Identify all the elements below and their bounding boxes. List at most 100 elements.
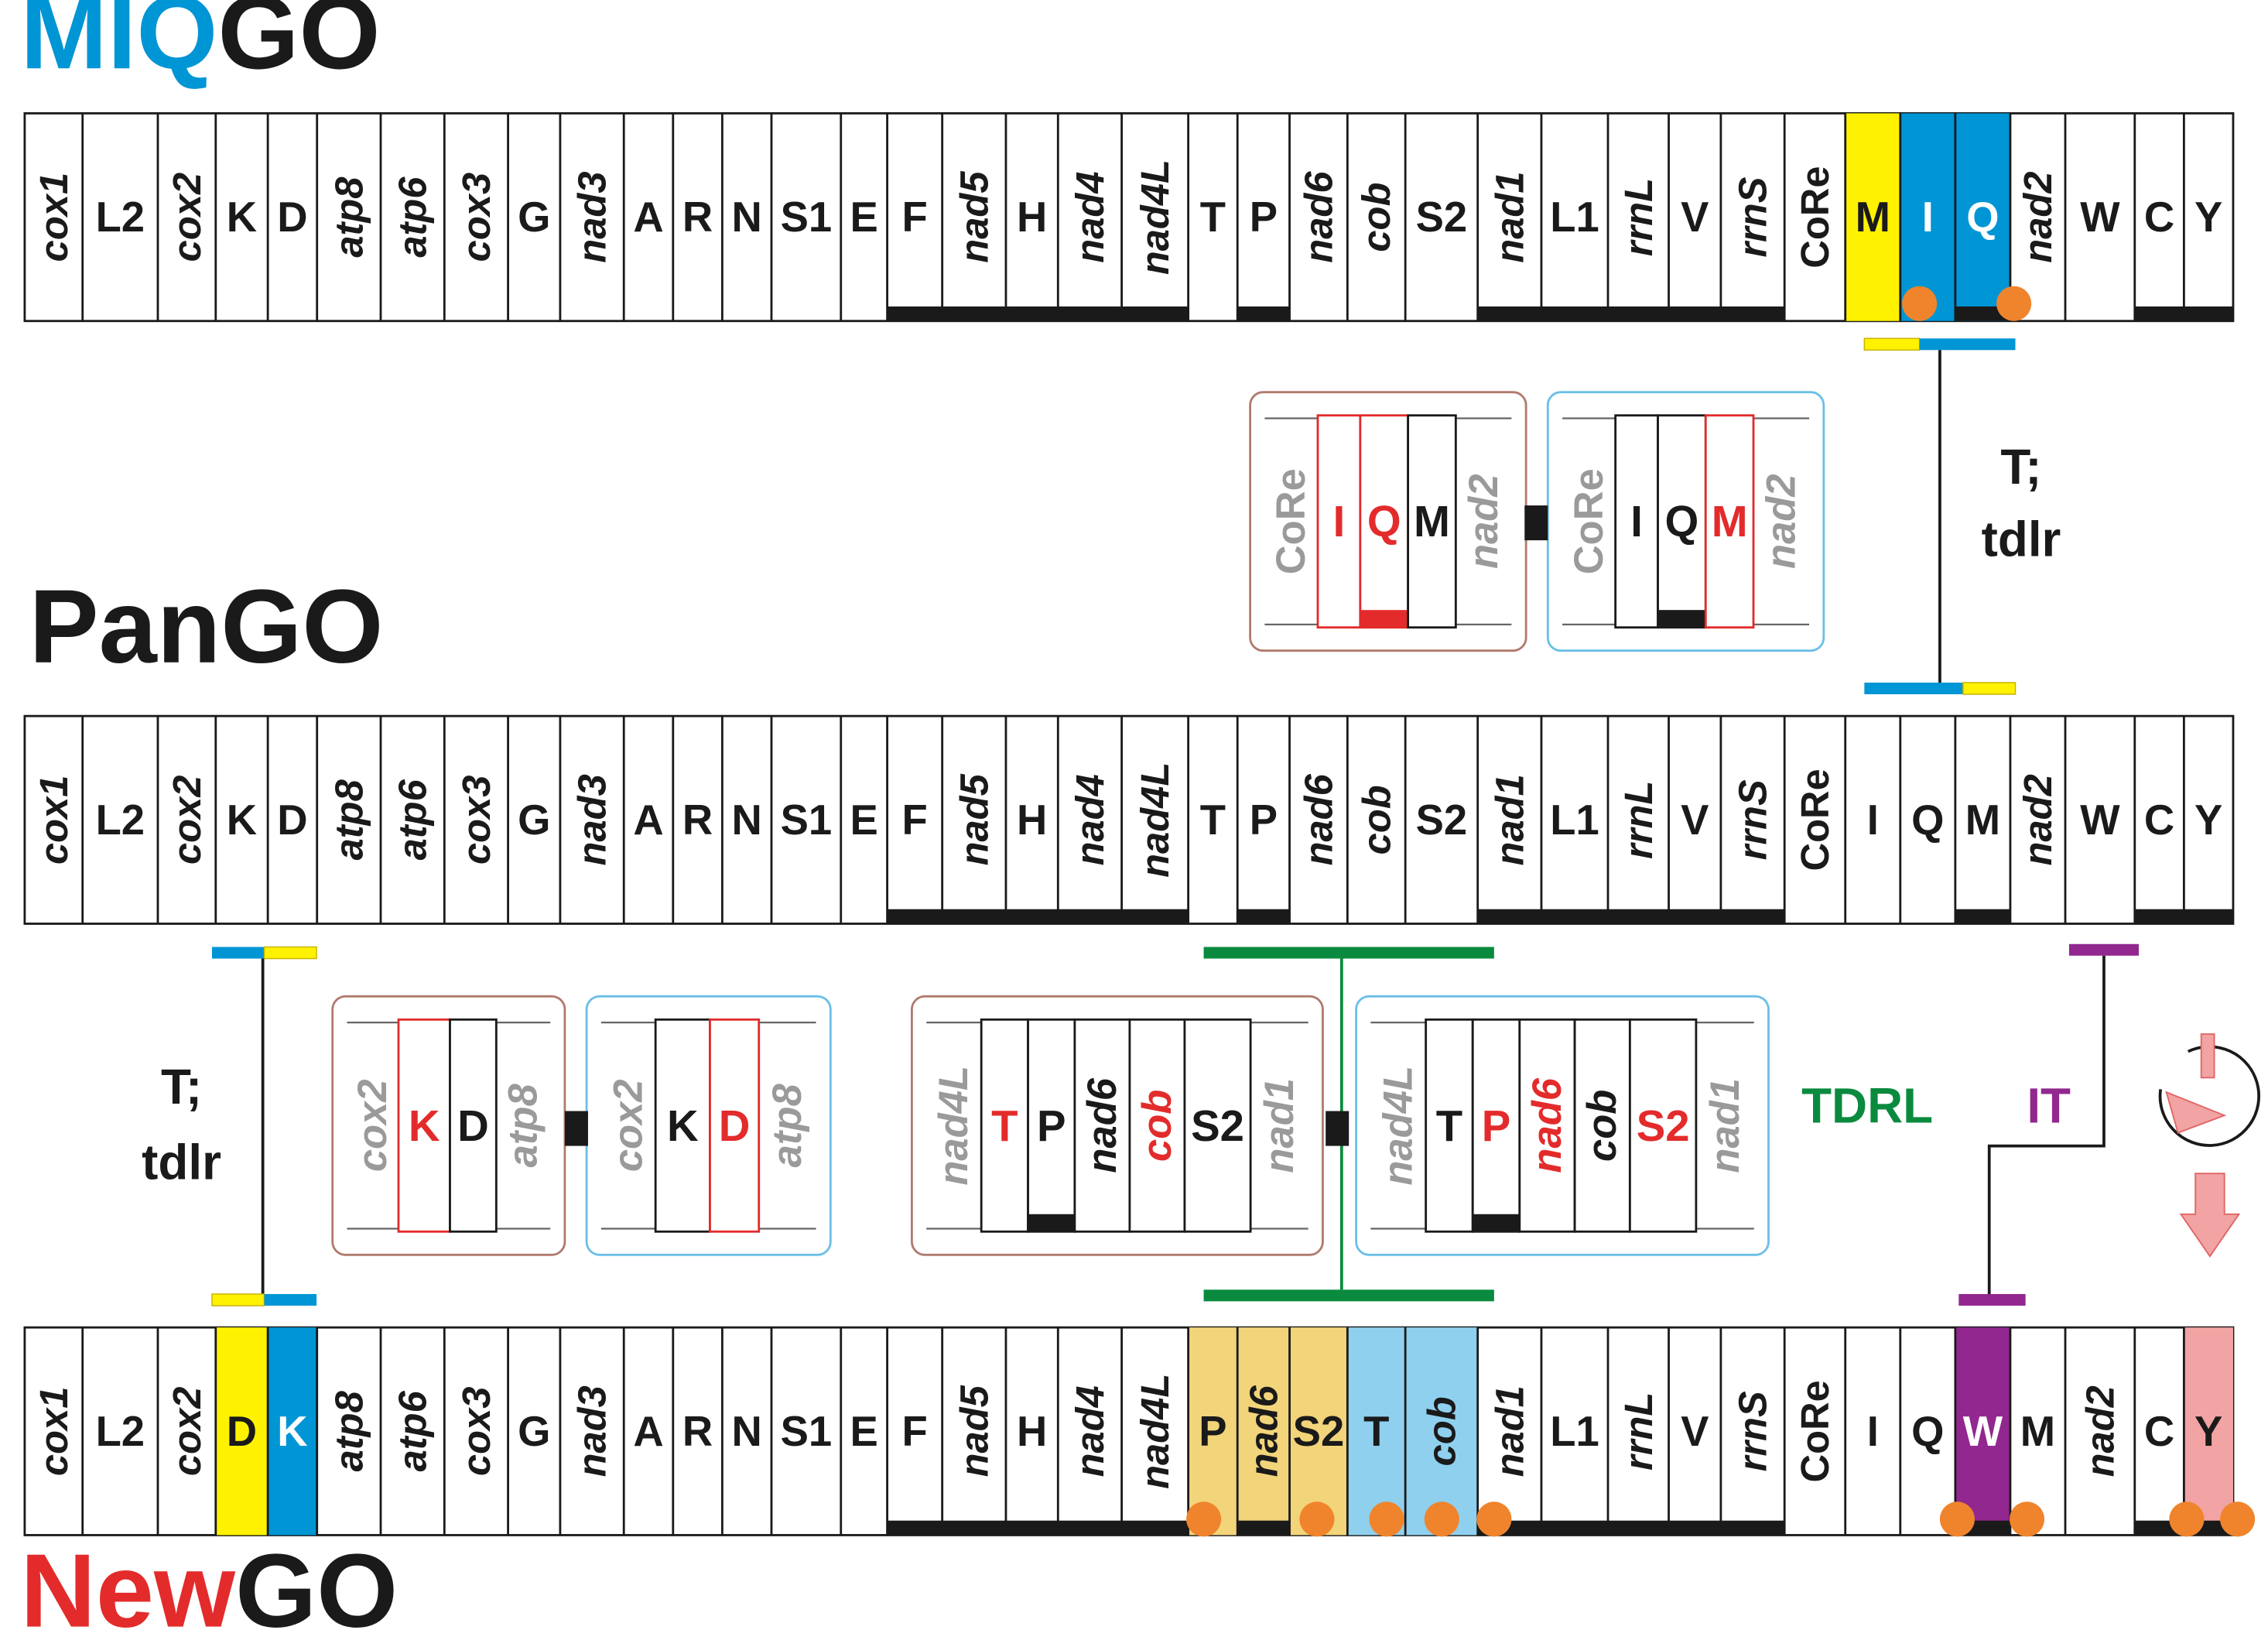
- inset-gene-box: [1027, 1018, 1076, 1233]
- newgo-gene-nad1: nad1: [1476, 1327, 1541, 1536]
- inset-gene-label: K: [667, 1101, 699, 1150]
- pango-gene-G: G: [507, 716, 550, 924]
- gene-label: nad6: [1296, 171, 1340, 263]
- inset-gene-label: I: [1333, 497, 1346, 546]
- connector-bar: [264, 1293, 317, 1306]
- gene-label: rrnS: [1731, 779, 1775, 860]
- gene-label: nad4L: [1133, 762, 1177, 878]
- gene-label: nad1: [1487, 774, 1531, 865]
- pango-gene-cox3: cox3: [443, 716, 498, 924]
- gene-label: R: [682, 1408, 713, 1455]
- pango-gene-T: T: [1187, 716, 1226, 924]
- inset-gene-box: [1573, 1018, 1631, 1233]
- inset-gene-label: nad4L: [1375, 1066, 1421, 1186]
- gene-label: cox3: [454, 1387, 498, 1476]
- inversion-rotation-icon: [2158, 1033, 2260, 1147]
- pango-gene-H: H: [1004, 716, 1059, 924]
- inset-gene-Q: Q: [1359, 414, 1410, 629]
- pango-gene-cob: cob: [1346, 716, 1398, 924]
- inset-gene-nad4L: nad4L: [931, 1066, 977, 1186]
- rearranged-boundary-dot: [1299, 1501, 1335, 1537]
- inset-gene-box: [709, 1018, 761, 1233]
- gene-fill: [1955, 113, 2010, 321]
- minus-strand-bar: [1720, 909, 1785, 924]
- miqgo-gene-nad1: nad1: [1476, 113, 1541, 321]
- inset-gene-label: nad4L: [931, 1066, 977, 1186]
- gene-label: rrnL: [1616, 781, 1661, 859]
- minus-strand-bar: [1720, 1520, 1785, 1536]
- gene-label: nad4L: [1133, 159, 1177, 275]
- miqgo-gene-P: P: [1236, 113, 1290, 321]
- pango-gene-A: A: [622, 716, 664, 924]
- minus-strand-bar: [1541, 1520, 1608, 1536]
- gene-label: F: [902, 1408, 928, 1455]
- gene-label: R: [682, 193, 713, 241]
- newgo-gene-nad2: nad2: [2064, 1327, 2122, 1536]
- inset-gene-label: cox2: [350, 1079, 395, 1172]
- miqgo-gene-cox3: cox3: [443, 113, 498, 321]
- gene-label: V: [1681, 1408, 1709, 1455]
- minus-strand-bar: [1477, 909, 1541, 924]
- minus-strand-bar: [887, 909, 942, 924]
- newgo-title-suffix: GO: [235, 1532, 398, 1647]
- inset-gene-label: cob: [1579, 1090, 1625, 1162]
- newgo-gene-T: T: [1346, 1327, 1406, 1536]
- newgo-gene-rrnS: rrnS: [1719, 1327, 1785, 1536]
- pango-gene-cox1: cox1: [32, 776, 76, 865]
- rearranged-boundary-dot: [1424, 1501, 1459, 1537]
- pango-gene-nad5: nad5: [941, 716, 1006, 924]
- inset-link-square: [1524, 505, 1548, 541]
- inset-gene-T: T: [980, 1018, 1029, 1233]
- gene-label: A: [633, 796, 663, 844]
- gene-label: W: [2080, 796, 2120, 844]
- event-label-it: IT: [2027, 1078, 2071, 1134]
- newgo-gene-atp8: atp8: [316, 1327, 371, 1536]
- inset-gene-box: [1628, 1018, 1698, 1233]
- minus-strand-bar: [1058, 306, 1122, 321]
- rearranged-boundary-dot: [1996, 286, 2032, 321]
- gene-label: L2: [96, 796, 145, 844]
- newgo-gene-S2: S2: [1288, 1327, 1348, 1536]
- inset-gene-nad1: nad1: [1702, 1078, 1748, 1173]
- rearranged-boundary-dot: [2169, 1501, 2205, 1537]
- event-label-t-tdlr-top-1: T;: [2000, 439, 2041, 495]
- inset-gene-label: nad2: [1759, 474, 1804, 569]
- miqgo-gene-A: A: [622, 113, 664, 321]
- newgo-gene-atp6: atp6: [379, 1327, 435, 1536]
- minus-strand-bar: [1668, 909, 1721, 924]
- connector-bar: [211, 1293, 265, 1306]
- pango-gene-E: E: [840, 716, 878, 924]
- newgo-gene-Y: Y: [2182, 1327, 2233, 1536]
- inset-gene-nad1: nad1: [1257, 1078, 1302, 1173]
- gene-label: CoRe: [1793, 166, 1837, 268]
- inset-gene-box: [1316, 414, 1362, 629]
- inset-gene-label: cob: [1134, 1090, 1180, 1162]
- pango-gene-rrnS: rrnS: [1719, 716, 1785, 924]
- pango-gene-I: I: [1844, 716, 1879, 924]
- miqgo-gene-R: R: [672, 113, 713, 321]
- minus-strand-bar: [2134, 909, 2184, 924]
- inset-gene-box: [1407, 414, 1457, 629]
- event-label-t-tdlr-left-1: T;: [161, 1059, 202, 1115]
- gene-label: N: [732, 796, 762, 844]
- gene-label: cox1: [32, 173, 76, 262]
- inset-gene-box: [1657, 414, 1707, 629]
- inset-gene-label: nad6: [1079, 1077, 1125, 1173]
- miqgo-gene-H: H: [1004, 113, 1059, 321]
- inset-gene-D: D: [449, 1018, 498, 1233]
- gene-label: V: [1681, 796, 1709, 844]
- miqgo-gene-cox1: cox1: [32, 173, 76, 262]
- inset-gene-D: D: [709, 1018, 761, 1233]
- gene-label: atp8: [327, 779, 371, 860]
- miqgo-gene-nad2: nad2: [2009, 113, 2060, 321]
- connector-bar: [263, 946, 317, 960]
- miqgo-gene-nad4L: nad4L: [1120, 113, 1189, 321]
- miqgo-gene-nad5: nad5: [941, 113, 1006, 321]
- inset-gene-box: [1425, 1018, 1474, 1233]
- inset-gene-cob: cob: [1573, 1018, 1631, 1233]
